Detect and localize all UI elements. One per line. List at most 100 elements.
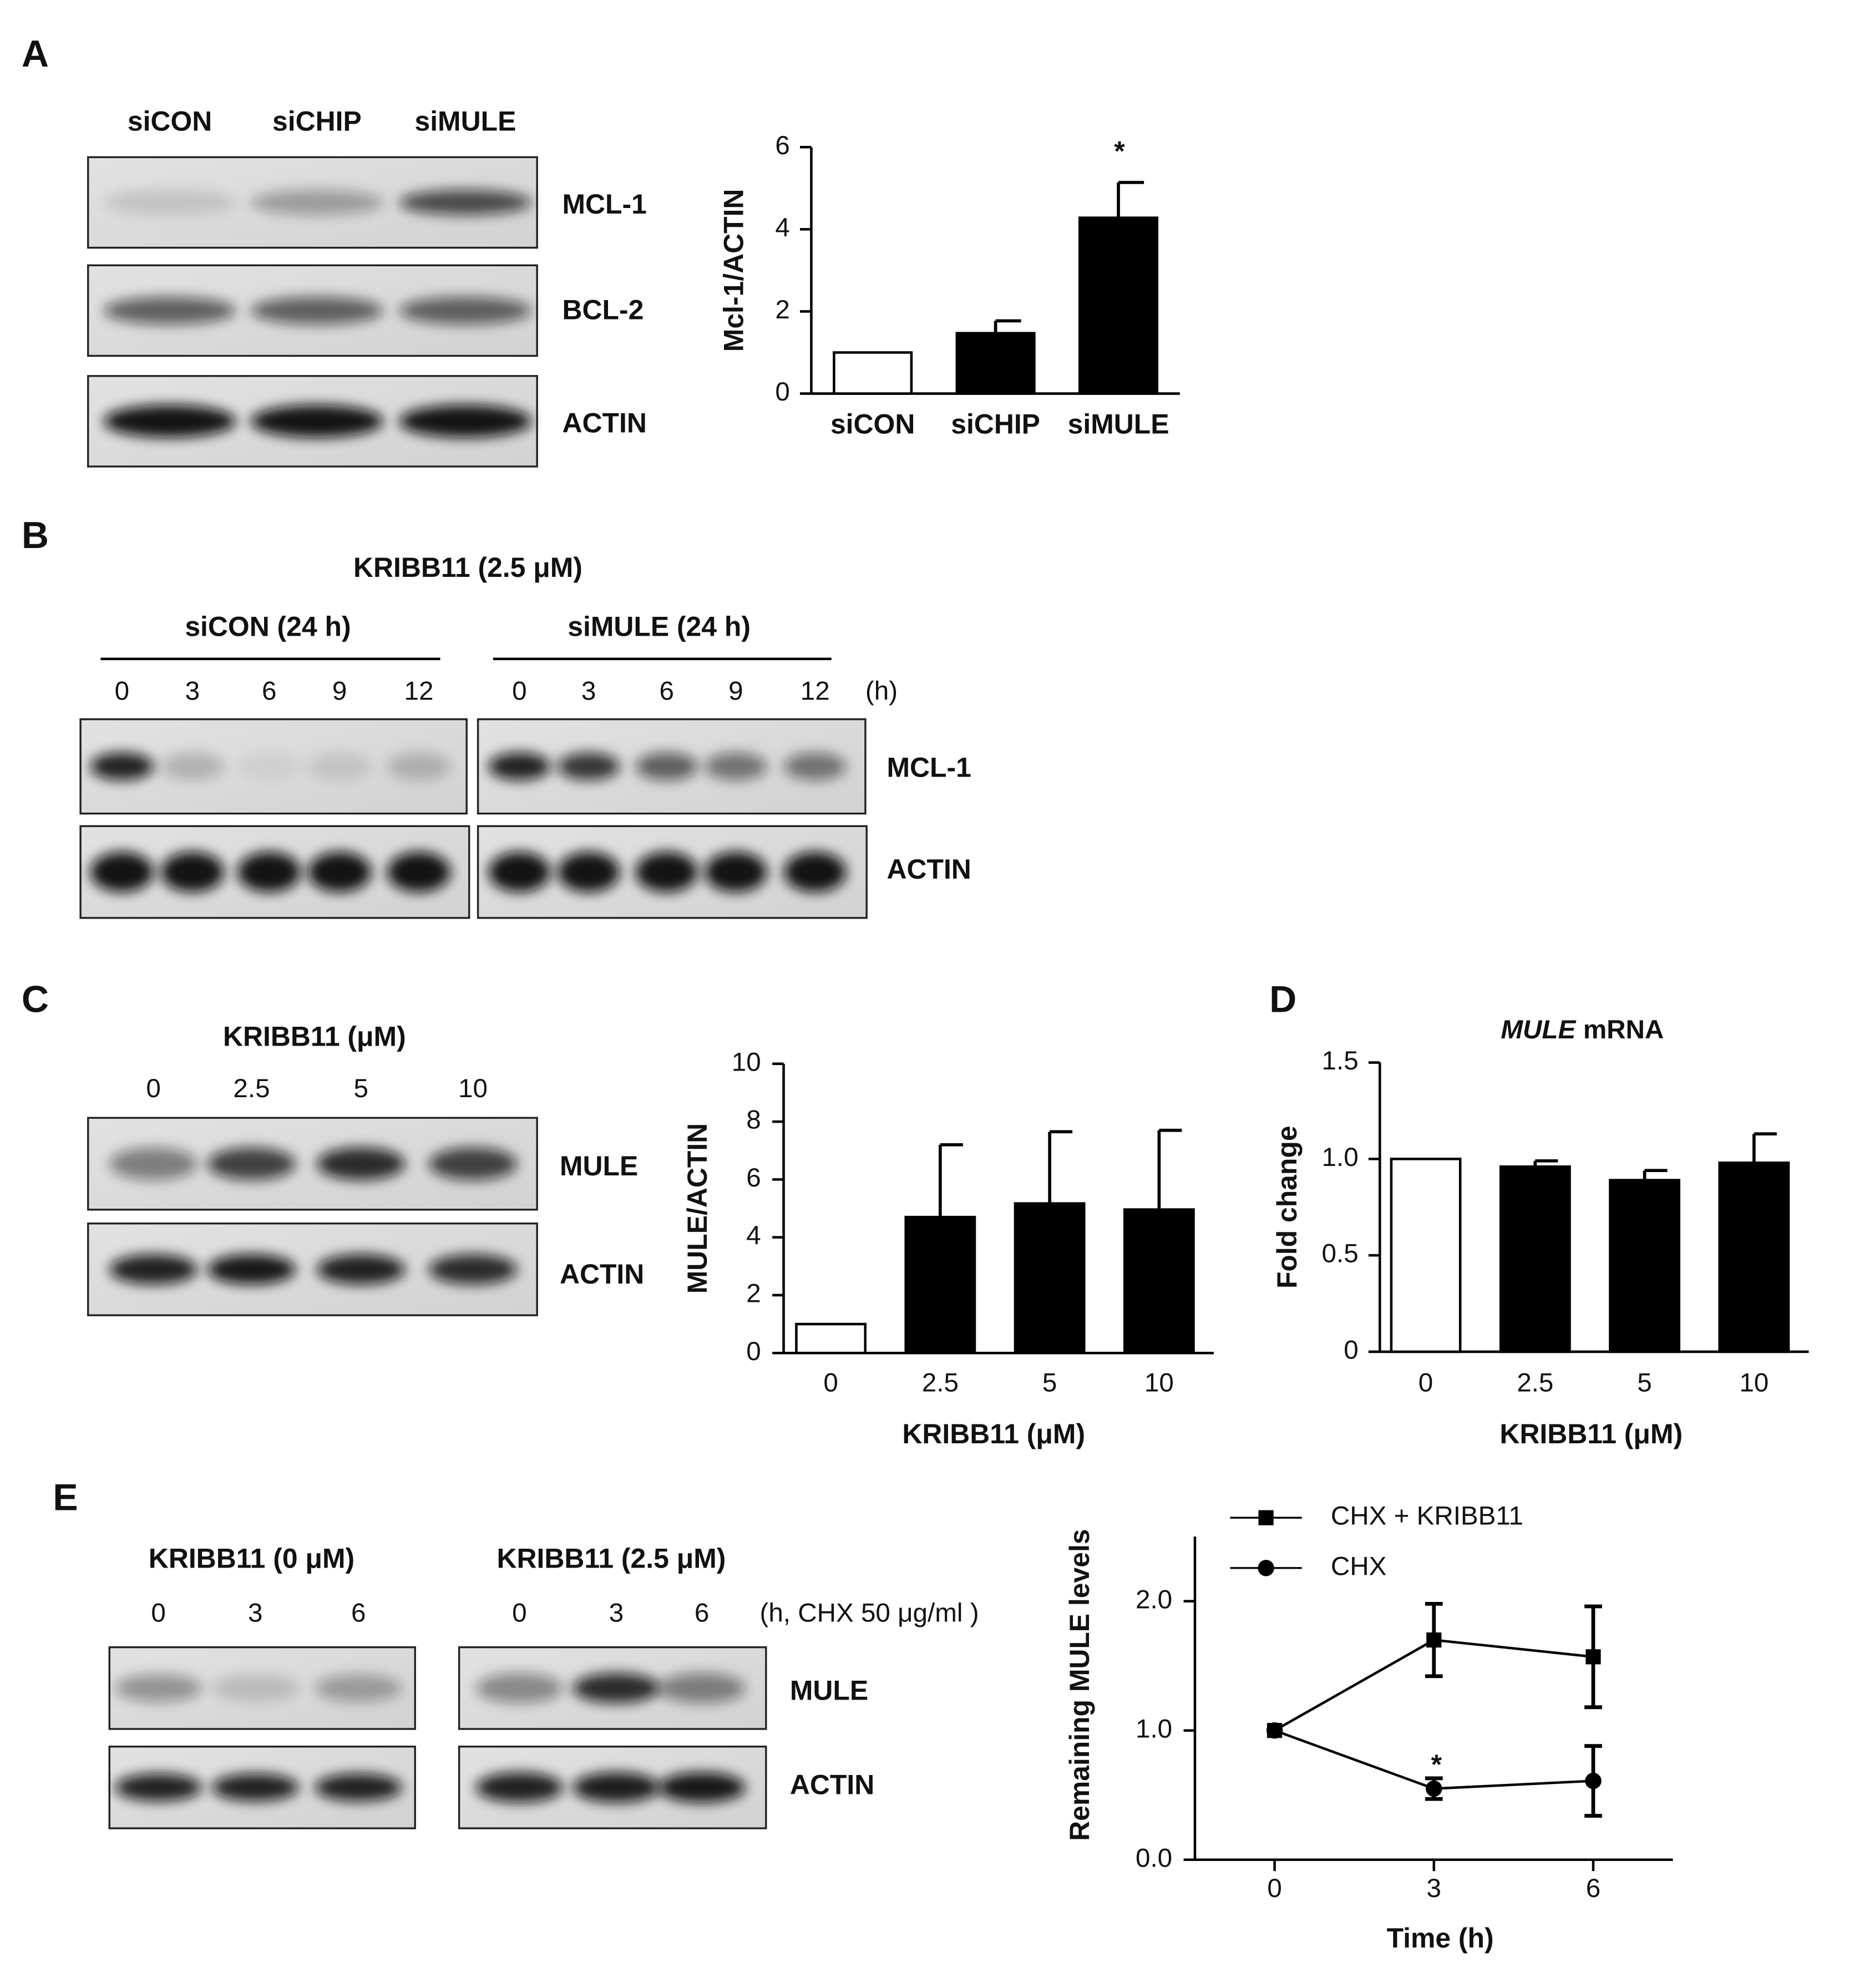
- label: 0.5: [1322, 1239, 1359, 1269]
- blot-band: [160, 851, 225, 892]
- label: KRIBB11 (μM): [223, 1021, 406, 1052]
- label: siMULE: [414, 105, 516, 136]
- label: MULE/ACTIN: [682, 1123, 713, 1294]
- bar: [1078, 216, 1159, 395]
- bar: [1609, 1179, 1680, 1353]
- label: KRIBB11 (2.5 μM): [497, 1543, 726, 1574]
- chart-title: MULE mRNA: [1501, 1015, 1664, 1044]
- label: 5: [353, 1074, 368, 1103]
- label: 0: [512, 677, 526, 706]
- blot-band: [488, 752, 551, 780]
- label: MCL-1: [886, 752, 971, 783]
- blot-band: [784, 851, 847, 892]
- blot-band: [658, 1673, 746, 1703]
- label: Fold change: [1271, 1125, 1303, 1289]
- blot-band: [387, 851, 451, 892]
- label: 3: [609, 1598, 624, 1627]
- label: *: [1114, 136, 1125, 167]
- label: *: [1431, 1749, 1442, 1780]
- label: 3: [581, 677, 596, 706]
- label: 1.5: [1322, 1046, 1359, 1076]
- blot-band: [558, 851, 620, 892]
- label: siCON: [128, 105, 212, 136]
- blot-band: [317, 1147, 406, 1180]
- label: 3: [248, 1598, 262, 1627]
- label: CHX + KRIBB11: [1331, 1502, 1523, 1531]
- label: 3: [1427, 1874, 1441, 1903]
- label: 6: [262, 677, 276, 706]
- blot-band: [387, 752, 451, 780]
- bar: [1014, 1202, 1086, 1355]
- blot-band: [103, 296, 236, 324]
- marker: [1585, 1649, 1601, 1665]
- label: Remaining MULE levels: [1064, 1529, 1095, 1840]
- blot-band: [558, 752, 620, 780]
- panel-letter: B: [22, 514, 49, 556]
- label: 8: [746, 1105, 761, 1135]
- blot-band: [90, 851, 154, 892]
- label: 0: [146, 1074, 160, 1103]
- label: 2.5: [922, 1368, 959, 1397]
- label: 12: [404, 677, 434, 706]
- label: 2: [746, 1279, 761, 1309]
- label: ACTIN: [560, 1259, 644, 1290]
- blot-band: [399, 296, 532, 324]
- label: 0: [115, 677, 129, 706]
- label: (h): [865, 677, 898, 706]
- label: 0: [1344, 1336, 1358, 1365]
- blot-band: [705, 851, 767, 892]
- label: ACTIN: [790, 1769, 874, 1800]
- label: 6: [1586, 1874, 1600, 1903]
- label: 0: [1419, 1368, 1433, 1397]
- blot-band: [115, 1773, 202, 1802]
- panel-letter: A: [22, 33, 49, 75]
- blot-band: [103, 404, 236, 438]
- label: MULE: [790, 1675, 868, 1706]
- label: 12: [801, 677, 830, 706]
- label: 0: [151, 1598, 165, 1627]
- label: 0: [775, 377, 789, 407]
- label: 5: [1042, 1368, 1057, 1397]
- label: 6: [695, 1598, 709, 1627]
- label: siCHIP: [272, 105, 362, 136]
- label: siCON: [830, 409, 915, 440]
- blot-band: [90, 752, 154, 780]
- label: 2.5: [233, 1074, 270, 1103]
- blot-band: [103, 190, 236, 215]
- label: 9: [728, 677, 743, 706]
- blot-band: [635, 752, 698, 780]
- marker: [1426, 1780, 1442, 1797]
- panel-letter: E: [53, 1476, 78, 1518]
- label: 6: [746, 1163, 761, 1193]
- blot-band: [573, 1772, 660, 1803]
- blot-band: [160, 752, 225, 780]
- blot-band: [428, 1254, 518, 1285]
- marker: [1426, 1632, 1442, 1648]
- legend-marker: [1258, 1560, 1274, 1576]
- label: KRIBB11 (2.5 μM): [353, 552, 582, 583]
- label: 10: [1739, 1368, 1769, 1397]
- blot-band: [635, 851, 698, 892]
- gene-name: MULE: [1501, 1015, 1576, 1044]
- label: CHX: [1331, 1551, 1387, 1581]
- label: 6: [351, 1598, 366, 1627]
- label: 2: [775, 295, 789, 324]
- label: siCON (24 h): [185, 611, 351, 642]
- label: 0: [746, 1337, 761, 1366]
- blot-band: [705, 752, 767, 780]
- label: 0.0: [1136, 1843, 1172, 1873]
- label: 1.0: [1322, 1143, 1359, 1172]
- blot-band: [211, 1674, 299, 1702]
- label: KRIBB11 (μM): [1500, 1418, 1683, 1449]
- bar: [1390, 1158, 1462, 1353]
- label: siCHIP: [951, 409, 1040, 440]
- blot-band: [428, 1147, 518, 1180]
- blot-band: [237, 752, 301, 780]
- label: Mcl-1/ACTIN: [718, 189, 749, 352]
- label: 1.0: [1136, 1714, 1172, 1743]
- label: KRIBB11 (0 μM): [149, 1543, 354, 1574]
- panel-letter: C: [22, 978, 49, 1021]
- label: siMULE (24 h): [568, 611, 751, 642]
